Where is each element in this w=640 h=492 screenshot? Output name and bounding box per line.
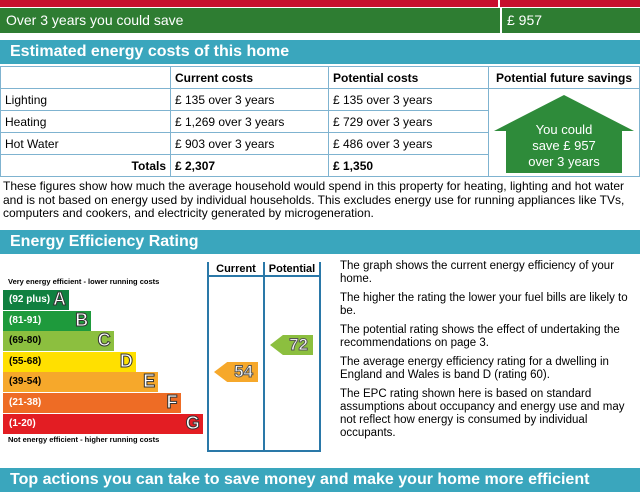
current-cost: £ 1,269 over 3 years [170,110,329,133]
potential-cost: £ 729 over 3 years [328,110,489,133]
current-rating-arrow: 54 [214,362,258,382]
band-letter: G [185,412,200,433]
band-range: (81-91) [9,314,42,326]
table-row: Hot Water £ 903 over 3 years £ 486 over … [0,132,640,155]
band-f: (21-38) F [3,392,181,413]
costs-header: Estimated energy costs of this home [0,40,640,64]
header-potential: Potential costs [328,66,489,89]
bottom-caption: Not energy efficient - higher running co… [8,435,160,444]
actions-header: Top actions you can take to save money a… [0,468,640,492]
band-letter: F [166,392,178,413]
rating-note: The potential rating shows the effect of… [340,324,620,349]
house-icon [494,95,634,173]
rating-note: The average energy efficiency rating for… [340,356,609,381]
band-g: (1-20) G [3,412,203,434]
band-range: (55-68) [9,355,42,367]
top-caption: Very energy efficient - lower running co… [8,277,160,286]
potential-cost: £ 135 over 3 years [328,88,489,111]
band-letter: A [53,289,67,310]
header-blank [0,66,171,89]
totals-row: Totals £ 2,307 £ 1,350 [0,154,640,177]
costs-table: Current costs Potential costs Potential … [0,66,640,177]
current-column-header: Current [207,262,265,277]
band-letter: D [119,350,133,371]
potential-column-header: Potential [263,262,321,277]
totals-label: Totals [0,154,171,177]
savings-value: £ 957 [500,8,640,33]
band-range: (39-54) [9,376,42,388]
band-letter: C [97,330,111,351]
row-label: Hot Water [0,132,171,155]
band-range: (69-80) [9,335,42,347]
band-range: (92 plus) [9,294,51,305]
row-label: Heating [0,110,171,133]
current-column [207,262,265,452]
divider [498,0,500,7]
totals-potential: £ 1,350 [328,154,489,177]
row-label: Lighting [0,88,171,111]
header-current: Current costs [170,66,329,89]
band-e: (39-54) E [3,371,159,393]
costs-note: These figures show how much the average … [3,179,625,220]
savings-label: Over 3 years you could save [6,12,184,28]
band-range: (21-38) [9,397,42,408]
band-letter: E [143,371,156,392]
totals-current: £ 2,307 [170,154,329,177]
savings-line: over 3 years [528,154,600,169]
rating-header: Energy Efficiency Rating [0,230,640,254]
band-a: (92 plus) A [3,289,69,310]
band-range: (1-20) [9,417,36,429]
band-letter: B [75,309,89,330]
rating-note: The graph shows the current energy effic… [340,260,615,285]
header-savings: Potential future savings [488,66,640,89]
potential-rating-arrow: 72 [270,335,313,355]
rating-note: The EPC rating shown here is based on st… [340,388,625,439]
savings-line: save £ 957 [532,138,596,153]
potential-cost: £ 486 over 3 years [328,132,489,155]
current-cost: £ 903 over 3 years [170,132,329,155]
cost-bar-top [0,0,640,7]
band-d: (55-68) D [3,350,136,372]
savings-line: You could [535,122,593,137]
band-c: (69-80) C [3,330,114,352]
savings-house: You could save £ 957 over 3 years [494,95,634,173]
band-b: (81-91) B [3,309,92,331]
rating-note: The higher the rating the lower your fue… [340,292,628,317]
savings-bar: Over 3 years you could save £ 957 [0,8,640,33]
potential-column [263,262,321,452]
current-cost: £ 135 over 3 years [170,88,329,111]
